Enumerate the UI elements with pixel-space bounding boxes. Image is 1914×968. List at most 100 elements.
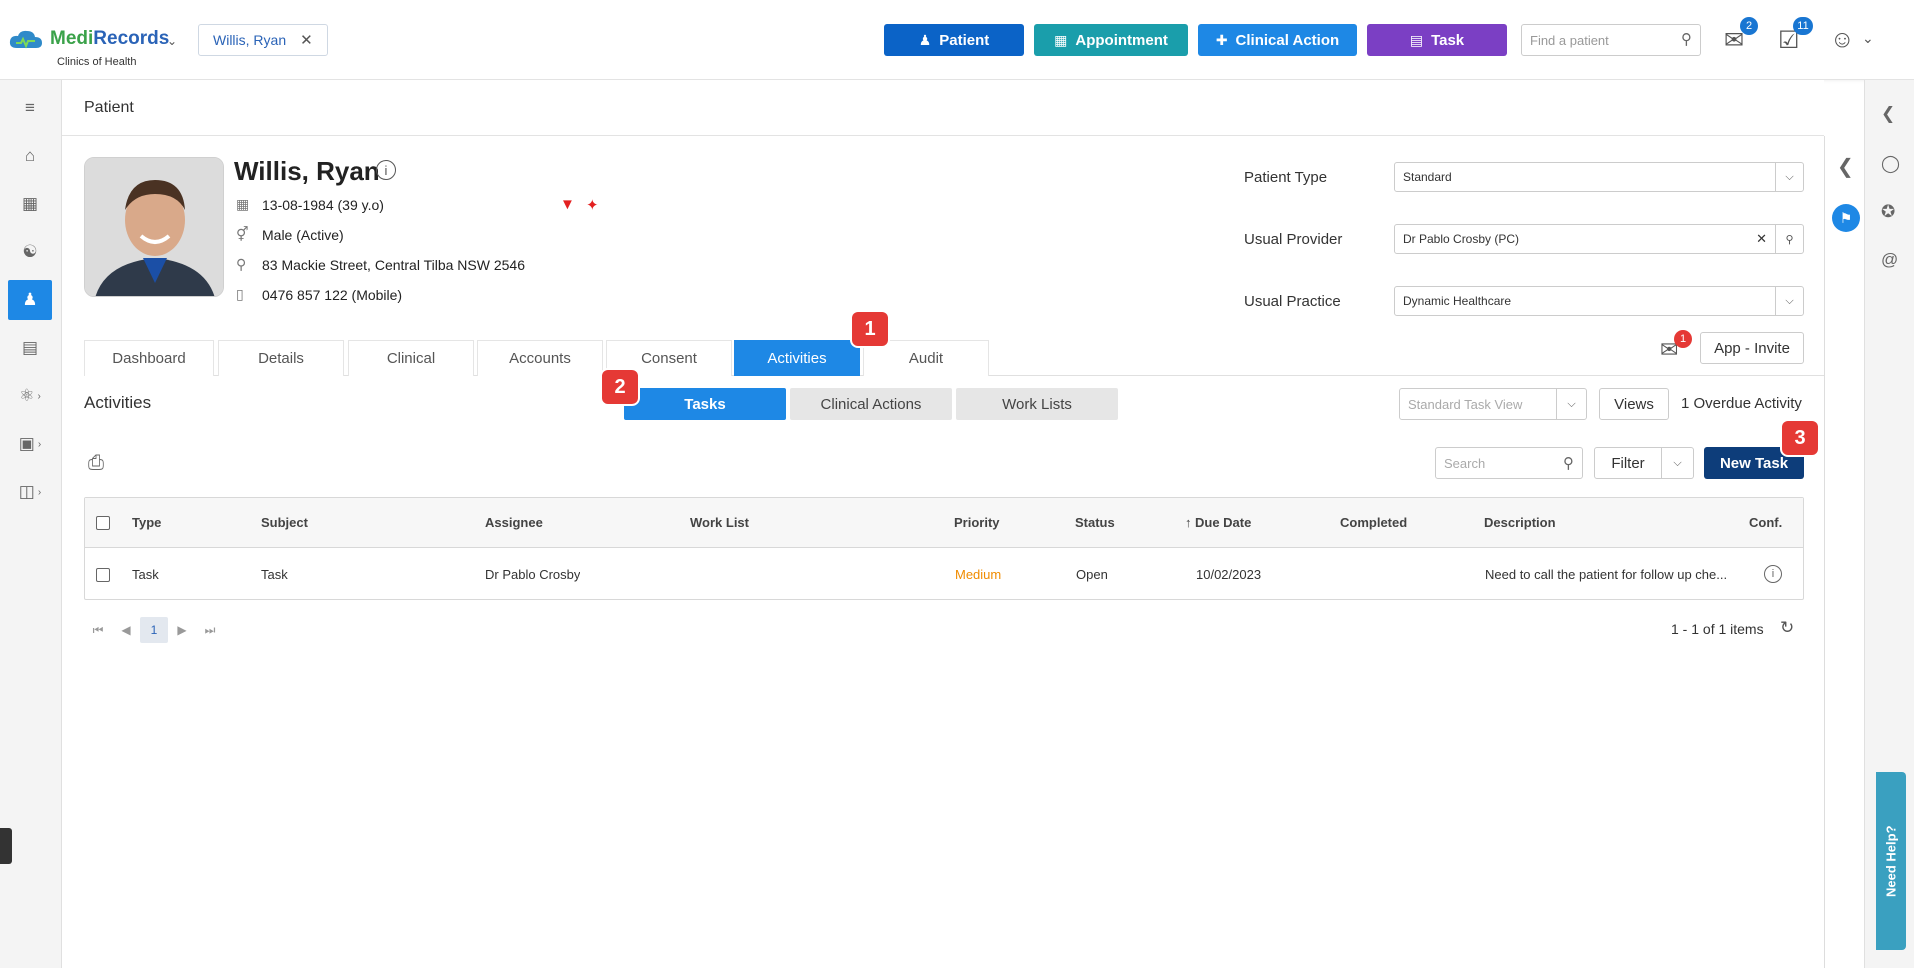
tab-dashboard[interactable]: Dashboard <box>84 340 214 376</box>
cell-type: Task <box>132 567 159 582</box>
tab-details[interactable]: Details <box>218 340 344 376</box>
tab-clinical[interactable]: Clinical <box>348 340 474 376</box>
calendar-icon[interactable]: ▦ <box>21 194 39 213</box>
info-icon[interactable]: i <box>1764 565 1782 583</box>
usual-provider-value: Dr Pablo Crosby (PC) <box>1403 232 1520 246</box>
col-type[interactable]: Type <box>132 515 162 530</box>
need-help-tab[interactable]: Need Help? <box>1876 772 1906 950</box>
patient-photo[interactable] <box>84 157 224 297</box>
next-page-icon[interactable]: ▶ <box>177 623 187 637</box>
new-task-top-label: Task <box>1431 31 1465 49</box>
find-patient-input[interactable]: Find a patient ⚲ <box>1521 24 1701 56</box>
cell-description: Need to call the patient for follow up c… <box>1485 567 1728 582</box>
first-page-icon[interactable]: ⏮ <box>92 622 104 637</box>
overdue-count[interactable]: 1 Overdue Activity <box>1681 395 1802 412</box>
col-status[interactable]: Status <box>1075 515 1115 530</box>
allergy-alert-icon[interactable]: ✦ <box>586 197 599 214</box>
patient-type-select[interactable]: Standard ⌵ <box>1394 162 1804 192</box>
tasks-grid: Type Subject Assignee Work List Priority… <box>84 497 1804 600</box>
col-completed[interactable]: Completed <box>1340 515 1408 530</box>
col-due-date[interactable]: Due Date <box>1195 515 1252 530</box>
home-icon[interactable]: ⌂ <box>24 146 36 165</box>
patients-icon[interactable]: ♟ <box>8 280 52 320</box>
patient-gender: Male (Active) <box>262 226 344 243</box>
mail-icon[interactable]: ✉ <box>1724 27 1745 54</box>
print-icon[interactable]: ⎙ <box>88 452 104 474</box>
calendar-check-icon[interactable]: ☑ <box>1778 27 1800 54</box>
chevron-down-icon[interactable]: ⌄ <box>167 34 178 48</box>
app-invite-button[interactable]: App - Invite <box>1700 332 1804 364</box>
alcohol-alert-icon[interactable]: ▼ <box>560 196 575 213</box>
row-checkbox[interactable] <box>96 568 110 582</box>
team-icon[interactable]: ☯ <box>22 242 38 261</box>
new-clinical-action-button[interactable]: ✚ Clinical Action <box>1198 24 1357 56</box>
filter-button[interactable]: Filter <box>1594 447 1662 479</box>
segment-tasks[interactable]: Tasks <box>624 388 786 420</box>
user-plus-icon: ♟ <box>918 31 932 48</box>
new-task-top-button[interactable]: ▤ Task <box>1367 24 1507 56</box>
building-icon[interactable]: ▤ <box>21 338 39 357</box>
step-marker-3: 3 <box>1782 421 1818 455</box>
tasks-badge: 11 <box>1793 17 1813 35</box>
patient-type-label: Patient Type <box>1244 169 1328 186</box>
mail-icon[interactable]: ✉ <box>1660 337 1679 362</box>
refresh-icon[interactable]: ↻ <box>1780 618 1795 637</box>
usual-practice-select[interactable]: Dynamic Healthcare ⌵ <box>1394 286 1804 316</box>
new-task-button[interactable]: New Task <box>1704 447 1804 479</box>
task-search-placeholder: Search <box>1444 455 1486 471</box>
col-subject[interactable]: Subject <box>261 515 308 530</box>
chevron-left-icon[interactable]: ❮ <box>1881 104 1896 123</box>
tab-activities[interactable]: Activities <box>734 340 860 376</box>
pin-icon[interactable]: ✪ <box>1881 202 1896 221</box>
folder-plus-icon[interactable]: ◫ › <box>18 482 42 501</box>
patient-address-row: ⚲ 83 Mackie Street, Central Tilba NSW 25… <box>236 256 525 273</box>
new-patient-button[interactable]: ♟ Patient <box>884 24 1024 56</box>
select-all-checkbox[interactable] <box>96 516 110 530</box>
col-description[interactable]: Description <box>1484 515 1556 530</box>
chevron-down-icon[interactable]: ⌵ <box>1556 389 1586 419</box>
chevron-left-icon[interactable]: ❮ <box>1837 156 1854 178</box>
page-number[interactable]: 1 <box>140 617 168 643</box>
folder-icon[interactable]: ▣ › <box>18 434 42 453</box>
close-icon[interactable]: ✕ <box>300 32 313 49</box>
chevron-down-icon[interactable]: ⌵ <box>1775 287 1803 315</box>
brand-logo[interactable]: MediRecords <box>8 28 169 50</box>
prev-page-icon[interactable]: ◀ <box>121 623 131 637</box>
items-count: 1 - 1 of 1 items <box>1671 621 1764 637</box>
search-icon[interactable]: ⚲ <box>1681 31 1692 48</box>
usual-provider-input[interactable]: Dr Pablo Crosby (PC) ✕ ⚲ <box>1394 224 1804 254</box>
sort-asc-icon[interactable]: ↑ <box>1185 515 1192 530</box>
search-icon[interactable]: ⚲ <box>1563 455 1574 472</box>
col-priority[interactable]: Priority <box>954 515 1000 530</box>
col-assignee[interactable]: Assignee <box>485 515 543 530</box>
patient-phone: 0476 857 122 (Mobile) <box>262 286 403 303</box>
clear-icon[interactable]: ✕ <box>1756 231 1767 246</box>
chevron-down-icon[interactable]: ⌄ <box>1862 30 1874 46</box>
search-icon[interactable]: ⚲ <box>1775 225 1803 253</box>
user-account-icon[interactable]: ☺ <box>1830 26 1855 53</box>
side-handle-icon[interactable] <box>0 828 12 864</box>
chevron-down-icon[interactable]: ⌵ <box>1775 163 1803 191</box>
modules-icon[interactable]: ⚛ › <box>19 386 41 405</box>
filter-dropdown-icon[interactable]: ⌵ <box>1662 447 1694 479</box>
views-button[interactable]: Views <box>1599 388 1669 420</box>
new-appointment-button[interactable]: ▦ Appointment <box>1034 24 1188 56</box>
expand-menu-icon[interactable]: ≡ <box>25 98 35 117</box>
pagination: ⏮ ◀ 1 ▶ ⏭ <box>84 616 224 644</box>
segment-clinical-actions[interactable]: Clinical Actions <box>790 388 952 420</box>
chat-icon[interactable]: ◯ <box>1881 154 1901 173</box>
tab-accounts[interactable]: Accounts <box>477 340 603 376</box>
task-view-select[interactable]: Standard Task View ⌵ <box>1399 388 1587 420</box>
tag-icon[interactable]: ⚑ <box>1832 204 1860 232</box>
open-patient-chip[interactable]: Willis, Ryan ✕ <box>198 24 328 56</box>
mail-badge: 2 <box>1740 17 1758 35</box>
col-work-list[interactable]: Work List <box>690 515 749 530</box>
tab-audit[interactable]: Audit <box>863 340 989 376</box>
at-icon[interactable]: @ <box>1881 250 1899 269</box>
col-conf[interactable]: Conf. <box>1749 515 1783 530</box>
last-page-icon[interactable]: ⏭ <box>204 622 216 637</box>
need-help-label: Need Help? <box>1883 825 1899 897</box>
segment-work-lists[interactable]: Work Lists <box>956 388 1118 420</box>
info-icon[interactable]: i <box>376 160 396 180</box>
task-search-input[interactable]: Search ⚲ <box>1435 447 1583 479</box>
